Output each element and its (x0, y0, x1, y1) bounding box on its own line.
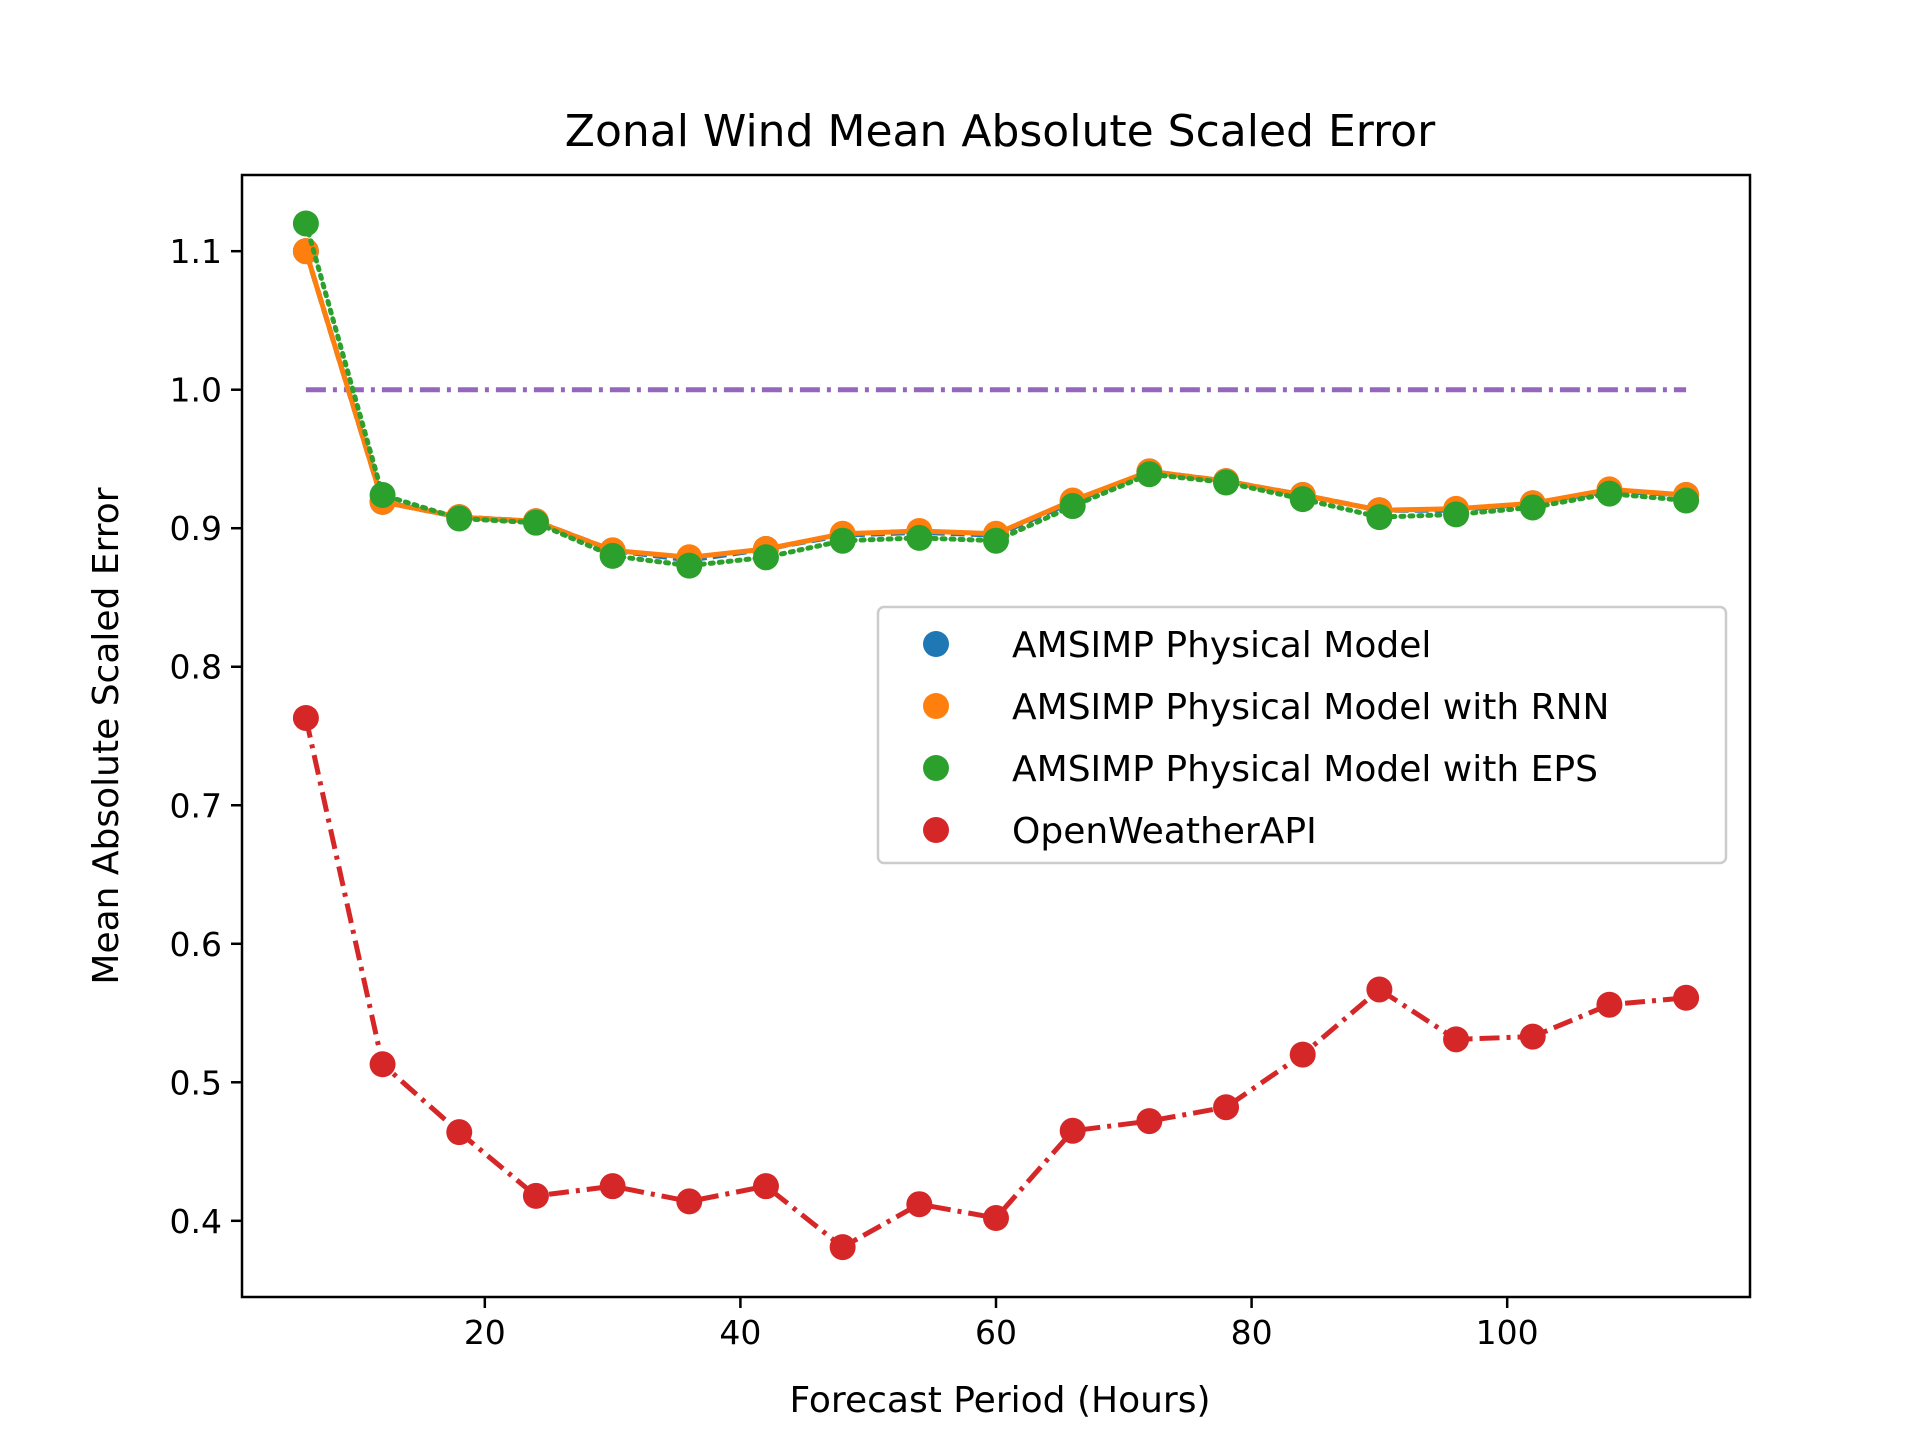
x-tick-label: 20 (464, 1313, 506, 1352)
legend-marker (923, 755, 949, 781)
x-axis-label: Forecast Period (Hours) (789, 1380, 1210, 1421)
data-point (752, 1173, 779, 1200)
data-point (829, 1234, 856, 1261)
data-point (1366, 504, 1393, 531)
y-tick-label: 0.6 (170, 925, 222, 964)
y-tick-label: 0.7 (170, 786, 222, 825)
data-point (1136, 461, 1163, 488)
data-point (1443, 501, 1470, 528)
data-point (676, 1188, 703, 1215)
series-3 (292, 210, 1700, 579)
legend-marker (923, 817, 949, 843)
data-point (1059, 493, 1086, 520)
data-point (522, 509, 549, 536)
legend-label: OpenWeatherAPI (1012, 811, 1317, 852)
data-point (1673, 487, 1700, 514)
data-point (369, 481, 396, 508)
plot-area: 20 40 60 80 100 0.4 0.5 0.6 0.7 0.8 0.9 1.0 1.1 (170, 173, 1752, 1352)
legend-marker (923, 693, 949, 719)
data-point (1059, 1117, 1086, 1144)
data-point (983, 1205, 1009, 1232)
data-point (676, 552, 703, 579)
data-point (1596, 480, 1623, 507)
data-point (292, 210, 319, 237)
data-point (1596, 991, 1623, 1018)
data-point (599, 1173, 626, 1200)
data-point (752, 544, 779, 571)
data-point (446, 1119, 473, 1146)
y-tick-label: 0.9 (170, 509, 222, 548)
y-axis-label: Mean Absolute Scaled Error (86, 487, 127, 984)
series-4 (292, 704, 1700, 1261)
data-point (1213, 1094, 1240, 1121)
data-point (1519, 1023, 1546, 1050)
data-point (369, 1051, 396, 1078)
legend-label: AMSIMP Physical Model with EPS (1012, 749, 1598, 790)
x-tick-label: 80 (1231, 1313, 1273, 1352)
legend-label: AMSIMP Physical Model (1012, 625, 1431, 666)
y-tick-label: 0.8 (170, 648, 222, 687)
legend: AMSIMP Physical Model AMSIMP Physical Mod… (876, 605, 1728, 865)
legend-box (876, 605, 1728, 865)
data-point (906, 524, 933, 551)
data-point (1136, 1108, 1163, 1135)
data-point (1289, 486, 1316, 513)
data-point (1366, 976, 1393, 1003)
data-point (446, 505, 473, 532)
legend-label: AMSIMP Physical Model with RNN (1012, 687, 1609, 728)
chart-title: Zonal Wind Mean Absolute Scaled Error (565, 106, 1436, 157)
data-point (1519, 494, 1546, 521)
data-point (1673, 984, 1700, 1011)
data-point (906, 1191, 933, 1218)
y-tick-label: 0.4 (170, 1202, 222, 1241)
x-tick-label: 40 (719, 1313, 761, 1352)
data-point (522, 1182, 549, 1209)
y-tick-label: 1.0 (170, 371, 222, 410)
y-tick-label: 0.5 (170, 1063, 222, 1102)
y-tick-label: 1.1 (170, 232, 222, 271)
x-tick-label: 100 (1476, 1313, 1539, 1352)
data-point (292, 704, 319, 731)
data-point (1443, 1026, 1470, 1053)
legend-marker (923, 631, 949, 657)
data-point (983, 527, 1009, 554)
data-point (1289, 1041, 1316, 1068)
data-point (1213, 469, 1240, 496)
data-point (599, 542, 626, 569)
data-point (829, 527, 856, 554)
x-tick-label: 60 (975, 1313, 1017, 1352)
